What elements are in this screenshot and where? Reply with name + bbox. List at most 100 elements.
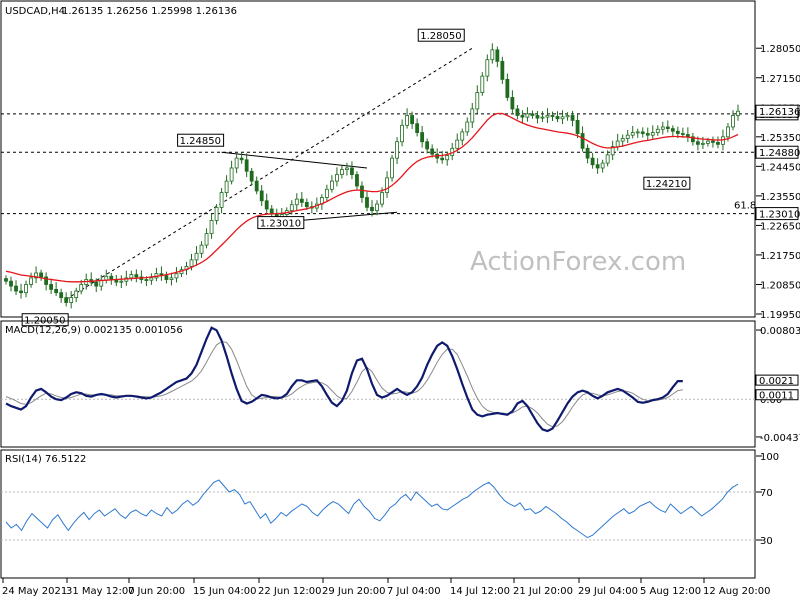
price-tick-label: 1.19950	[760, 310, 800, 321]
candle-body	[299, 198, 304, 203]
candle-body	[259, 190, 264, 202]
macd-title: MACD(12,26,9) 0.002135 0.001056	[5, 325, 183, 336]
candle-body	[445, 155, 450, 161]
level-tag-box	[755, 145, 799, 159]
candle-body	[109, 275, 114, 280]
candle-body	[360, 185, 364, 198]
time-tick-label: 24 May 2021	[2, 586, 67, 597]
candle-body	[706, 140, 710, 144]
macd-main-line	[5, 326, 683, 433]
candle-body	[600, 162, 605, 169]
candle-body	[304, 202, 309, 208]
candle-body	[54, 288, 59, 294]
candle-body	[465, 121, 470, 133]
candle-body	[29, 277, 33, 285]
candle-body	[229, 167, 234, 182]
candle-body	[239, 157, 244, 161]
candle-body	[540, 116, 545, 119]
candle-body	[660, 126, 665, 130]
candle-body	[595, 164, 600, 169]
candle-body	[269, 208, 274, 215]
price-annotation-label: 1.28050	[420, 31, 461, 42]
candle-body	[570, 115, 575, 121]
candle-body	[585, 147, 590, 159]
candle-body	[680, 133, 685, 135]
candle-body	[410, 115, 415, 125]
candle-body	[530, 113, 535, 116]
candle-body	[635, 131, 640, 134]
price-annotation-label: 1.24850	[180, 136, 221, 147]
candle-body	[14, 285, 18, 292]
candle-body	[565, 115, 570, 118]
candle-body	[375, 203, 379, 212]
candle-body	[74, 290, 79, 298]
rsi-tick-label: 30	[760, 536, 773, 547]
candle-body	[455, 139, 460, 149]
ema-line	[5, 112, 739, 283]
candle-body	[209, 220, 214, 235]
macd-panel: 0.008032 0.00 -0.004379 0.0021 0.0011 MACD(1…	[0, 320, 800, 448]
candle-body	[169, 277, 174, 280]
price-tick-label: 1.25350	[760, 133, 800, 144]
candle-body	[640, 131, 645, 134]
candle-body	[24, 284, 28, 294]
candle-body	[194, 252, 199, 261]
price-tick-label: 1.20850	[760, 280, 800, 291]
candle-body	[490, 49, 495, 61]
price-annotation-label: 1.24210	[646, 179, 687, 190]
candle-body	[44, 276, 49, 285]
candle-body	[19, 290, 23, 294]
candle-body	[224, 180, 229, 193]
candle-body	[345, 167, 349, 171]
price-annotation-box	[257, 216, 305, 230]
candle-body	[204, 233, 209, 246]
candle-body	[129, 274, 134, 279]
price-tick-label: 1.22650	[760, 221, 800, 232]
candle-body	[655, 128, 660, 133]
time-tick-label: 7 Jun 20:00	[128, 586, 185, 597]
candle-body	[189, 259, 194, 267]
price-y-axis: 1.280501.271501.262501.253501.244501.235…	[755, 44, 800, 321]
candle-body	[460, 131, 465, 141]
candle-body	[174, 273, 179, 279]
price-annotation-box	[643, 176, 691, 190]
candle-body	[59, 292, 64, 298]
macd-y-axis: 0.008032 0.00 -0.004379 0.0021 0.0011	[755, 326, 800, 444]
candle-body	[214, 206, 219, 221]
candle-body	[244, 159, 249, 172]
candle-body	[355, 174, 359, 187]
price-tick-label: 1.23550	[760, 192, 800, 203]
rsi-panel-frame	[0, 449, 756, 579]
candle-body	[134, 274, 139, 278]
channel-trendline	[65, 47, 473, 300]
candle-body	[605, 154, 610, 164]
candle-body	[505, 78, 510, 98]
macd-tick-label: 0.00	[760, 395, 782, 406]
candle-body	[475, 92, 480, 110]
rsi-title: RSI(14) 76.5122	[5, 454, 86, 465]
candle-body	[370, 206, 374, 212]
candle-body	[670, 128, 675, 132]
candle-body	[289, 204, 294, 212]
candle-body	[520, 115, 525, 118]
candle-body	[726, 126, 730, 138]
macd-value-box	[755, 374, 799, 386]
candle-body	[335, 174, 339, 182]
price-tick-label: 1.21750	[760, 251, 800, 262]
candle-body	[365, 197, 369, 208]
candle-body	[164, 275, 169, 280]
rsi-tick-label: 70	[760, 488, 773, 499]
candle-body	[324, 188, 329, 198]
candle-body	[690, 136, 695, 143]
candle-body	[665, 126, 670, 130]
macd-value-label: 0.0011	[759, 391, 794, 402]
level-tag-label: 1.23010	[759, 210, 800, 221]
candle-body	[329, 180, 334, 190]
candle-body	[199, 244, 204, 254]
candle-body	[294, 198, 299, 206]
macd-value-box	[755, 389, 799, 401]
candle-body	[675, 130, 680, 134]
